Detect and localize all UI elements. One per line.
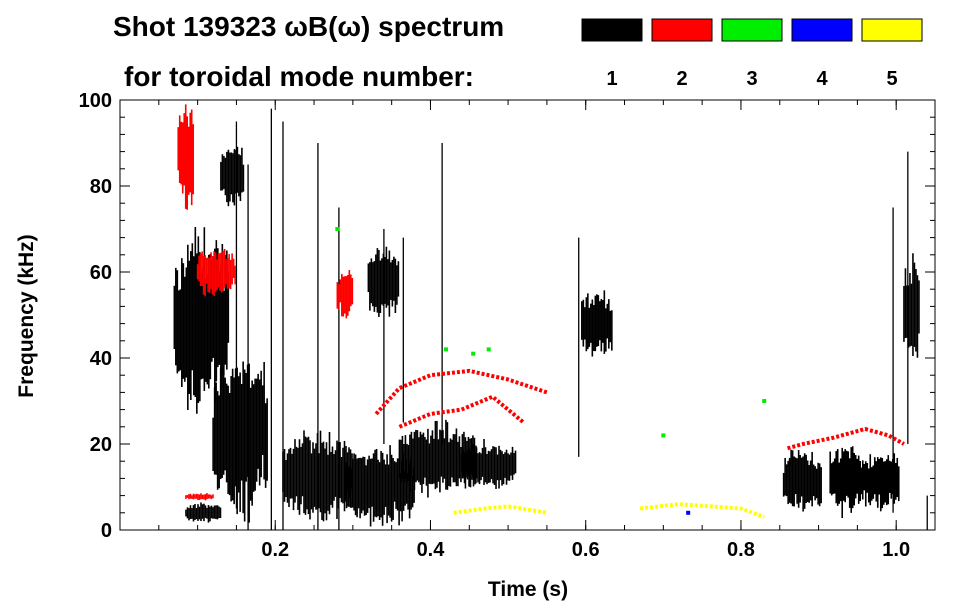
mode-chirp-curve <box>453 504 548 515</box>
spectral-blob <box>782 449 822 512</box>
legend-label-4: 4 <box>816 68 828 90</box>
plot-frame <box>119 99 936 531</box>
chart-title-line2: for toroidal mode number: <box>124 61 474 92</box>
legend-label-3: 3 <box>746 68 757 90</box>
mode-point <box>471 351 476 356</box>
y-tick-label: 100 <box>79 90 112 112</box>
mode-point <box>661 433 666 438</box>
mode-chirp-curve <box>374 368 548 416</box>
y-axis-label: Frequency (kHz) <box>15 234 38 397</box>
mode-point <box>686 510 691 515</box>
plot-marks <box>173 104 928 530</box>
legend-label-2: 2 <box>676 68 687 90</box>
legend-swatch-2 <box>651 18 713 42</box>
axes: 0 20 40 60 80 100 0.2 0.4 0.6 0.8 1.0 <box>79 90 936 561</box>
y-tick-label: 20 <box>90 434 112 456</box>
legend-swatch-4 <box>791 18 853 42</box>
spectral-blob <box>829 446 862 519</box>
series-n=5 <box>453 502 765 519</box>
spectral-blob <box>581 290 613 357</box>
spectral-blob <box>185 493 214 501</box>
spectral-blob <box>367 246 400 317</box>
mode-point <box>335 227 340 231</box>
chart-title-line1: Shot 139323 ωB(ω) spectrum <box>113 11 504 42</box>
spectral-blob <box>398 419 477 498</box>
series-n=4 <box>686 510 691 515</box>
spectral-blob <box>344 445 415 527</box>
mode-point <box>486 347 491 352</box>
spectral-blob <box>460 438 517 489</box>
series-n=3 <box>335 227 767 438</box>
spectral-blob <box>212 361 268 523</box>
y-tick-label: 40 <box>90 348 112 370</box>
x-axis-label: Time (s) <box>488 578 568 601</box>
spectral-blob <box>196 248 236 297</box>
series-n=2 <box>177 104 905 501</box>
y-tick-label: 80 <box>90 176 112 198</box>
x-tick-label: 0.8 <box>727 539 755 561</box>
mode-chirp-curve <box>786 426 905 451</box>
x-tick-label: 0.6 <box>572 539 600 561</box>
spectral-blob <box>177 104 195 210</box>
mode-chirp-curve <box>639 502 765 519</box>
x-tick-label: 1.0 <box>882 539 910 561</box>
legend: 1 2 3 4 5 <box>581 18 923 90</box>
legend-swatch-5 <box>861 18 923 42</box>
spectral-blob <box>860 453 900 512</box>
y-tick-label: 0 <box>101 520 112 542</box>
legend-label-5: 5 <box>886 68 897 90</box>
legend-swatch-1 <box>581 18 643 42</box>
mode-point <box>444 347 448 352</box>
spectral-blob <box>336 270 354 319</box>
x-tick-label: 0.2 <box>261 539 289 561</box>
spectral-blob <box>220 146 245 207</box>
y-tick-label: 60 <box>90 262 112 284</box>
mode-point <box>762 399 767 403</box>
spectral-blob <box>185 502 222 523</box>
spectral-blob <box>903 253 920 358</box>
legend-swatch-3 <box>721 18 783 42</box>
x-tick-label: 0.4 <box>417 539 446 561</box>
legend-label-1: 1 <box>606 68 617 90</box>
mode-chirp-curve <box>398 394 525 429</box>
spectral-blob <box>173 227 230 414</box>
series-n=1 <box>173 108 928 530</box>
